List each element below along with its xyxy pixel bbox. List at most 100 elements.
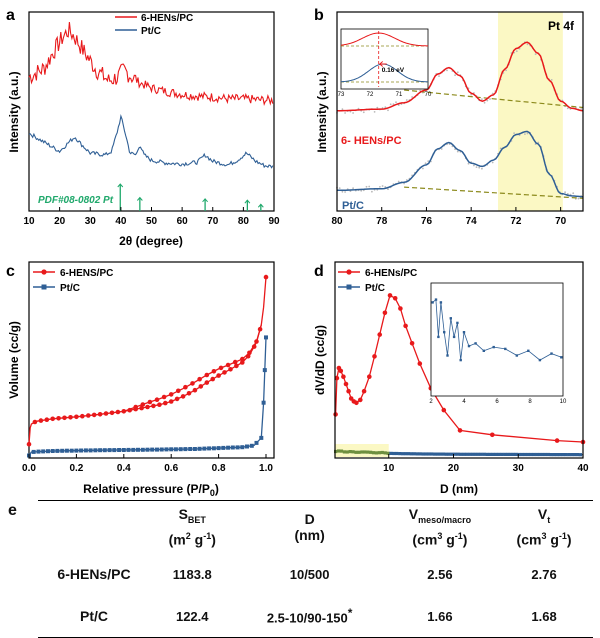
panel-d-point-ptc [369,450,373,454]
panel-c-point-6hens [68,415,73,420]
panel-c-point-6hens [186,391,192,396]
panel-d-tick-label: 10 [383,463,395,474]
panel-a-reference-label: PDF#08-0802 Pt [38,195,114,206]
panel-d-point-ptc [447,452,451,456]
panel-b-raw-point [357,107,360,110]
panel-c-point-ptc [169,447,174,452]
table-cell-d: 10/500 [289,566,330,582]
panel-d-point-6hens [338,368,344,374]
panel-d-point-ptc [517,452,521,457]
panel-a-reference-arrow [117,183,124,188]
panel-c-point-ptc [197,446,202,451]
panel-c-tick-label: 0.4 [117,463,131,474]
panel-d-point-ptc [555,453,559,457]
panel-a-ticks: 10 20 30 40 50 60 70 80 90 [23,207,280,227]
panel-c-point-ptc [31,449,36,454]
panel-c-point-ptc [262,368,267,373]
panel-c-point-6hens [192,387,198,393]
panel-d-point-ptc [406,452,411,456]
panel-a-xlabel: 2θ (degree) [119,234,183,248]
panel-d-ylabel: dV/dD (cc/g) [313,325,327,395]
panel-c-point-6hens [157,402,162,408]
panel-c-point-ptc [230,445,235,450]
panel-d-point-ptc [578,453,582,457]
panel-d-point-6hens [367,374,372,380]
panel-d-point-ptc [348,450,352,454]
panel-a-plot [28,21,274,211]
panel-b-raw-point [387,188,389,191]
panel-b-raw-point [384,186,387,188]
panel-b-raw-point [483,101,486,104]
panel-c-point-6hens [232,359,238,365]
panel-d-point-ptc [351,450,355,454]
panel-d-point-6hens [554,438,560,443]
panel-c-point-6hens [86,413,91,418]
panel-d-point-6hens [441,407,447,413]
panel-a-tick-label: 50 [146,216,158,227]
panel-c-point-ptc [60,448,65,453]
panel-d-point-ptc [500,452,504,456]
panel-c-point-ptc [117,448,122,452]
panel-d-point-ptc [546,452,550,457]
panel-b-raw-point [534,53,537,56]
panel-d-inset-tick-label: 2 [429,399,433,405]
panel-c-point-ptc [188,447,193,451]
panel-c-point-6hens [44,417,50,423]
panel-d-inset-tick-label: 4 [462,399,466,405]
panel-d-point-6hens [341,374,346,380]
panel-b-raw-point [467,162,470,165]
panel-c-point-6hens [247,350,252,356]
panel-d-point-ptc [526,452,530,457]
panel-d-point-ptc [430,452,434,456]
panel-c-point-6hens [168,392,174,397]
panel-d-frame [334,261,584,459]
panel-c-point-ptc [254,440,259,445]
panel-c-point-ptc [126,447,131,452]
panel-c: c 0.0 0.2 0.4 0.6 0.8 1.0 Relative pressure (… [6,261,275,498]
panel-d-point-ptc [436,452,440,456]
panel-d-point-ptc [339,449,344,453]
panel-c-point-ptc [41,449,46,454]
panel-b-raw-point [341,108,344,111]
panel-a: a 10 20 30 40 50 60 70 80 90 2θ (degree) Intensi… [6,7,280,248]
panel-d-point-ptc [497,452,501,456]
panel-c-point-ptc [36,449,41,454]
panel-d-inset-tick-label: 6 [495,399,499,405]
panel-c-point-6hens [154,397,160,403]
panel-c-point-ptc [155,447,159,452]
table-cell-sbet: 1183.8 [172,566,212,582]
panel-b-inset-shift-label: 0.16 eV [382,67,405,74]
panel-b-raw-point [397,104,400,106]
table-header-empty [38,500,150,553]
panel-c-point-ptc [216,446,221,451]
panel-c-point-ptc [221,445,226,450]
panel-a-legend-ptc: Pt/C [141,26,161,37]
panel-b-raw-point [580,108,583,110]
panel-c-point-ptc [102,448,107,453]
panel-d-point-ptc [511,452,515,456]
panel-c-point-ptc [240,445,245,450]
table-cell-sbet: 122.4 [150,595,235,638]
panel-d-point-ptc [334,449,338,454]
panel-d-inset-point-ptc [538,358,542,362]
panel-b-tick-label: 74 [466,216,478,227]
panel-b-raw-point [352,187,354,190]
panel-b-raw-point [411,96,413,98]
panel-d-point-ptc [345,450,349,454]
panel-c-point-6hens [198,384,204,389]
panel-d-point-ptc [570,453,574,457]
panel-b-raw-point [424,162,427,165]
panel-c-tick-label: 0.6 [164,463,178,474]
panel-c-point-6hens [140,402,146,407]
panel-c-point-6hens [161,394,167,400]
panel-d-inset-point-ptc [443,331,446,334]
panel-d-legend-marker-blue [346,284,352,290]
panel-d-inset-point-ptc [459,358,462,362]
panel-b-title: Pt 4f [548,19,575,33]
panel-c-tick-label: 0.2 [69,463,83,474]
panel-a-reference-arrow [202,198,208,203]
panel-d-point-ptc [357,450,361,454]
panel-c-point-6hens [56,416,61,421]
panel-d-point-ptc [444,452,448,456]
panel-b-raw-point [491,92,494,95]
